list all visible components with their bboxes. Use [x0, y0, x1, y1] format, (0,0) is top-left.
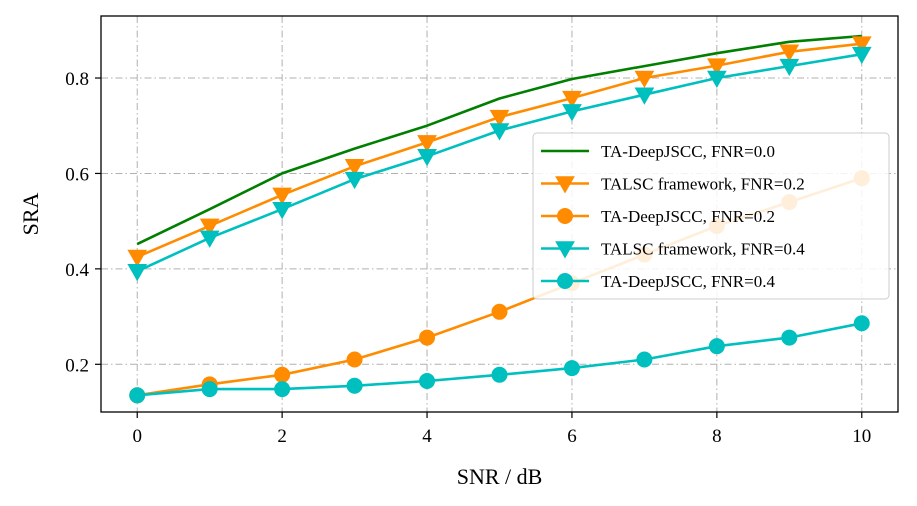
legend-entry-2: TA-DeepJSCC, FNR=0.2: [541, 207, 775, 226]
legend: TA-DeepJSCC, FNR=0.0 TALSC framework, FNR…: [532, 132, 890, 300]
data-point: [199, 230, 220, 248]
data-point: [636, 351, 653, 368]
data-point: [274, 366, 291, 383]
data-point: [489, 123, 510, 141]
x-tick-label: 6: [567, 426, 577, 447]
series-line: [137, 322, 863, 397]
legend-label: TA-DeepJSCC, FNR=0.4: [601, 272, 775, 291]
data-point: [417, 149, 437, 167]
data-point: [851, 36, 872, 54]
data-point: [272, 201, 292, 220]
data-point: [272, 187, 292, 205]
data-point: [127, 264, 148, 282]
tick-marks: [95, 77, 863, 418]
grid: [101, 16, 898, 412]
data-point: [634, 70, 655, 89]
legend-marker: [557, 208, 573, 224]
data-point: [344, 159, 365, 177]
legend-label: TALSC framework, FNR=0.2: [601, 175, 805, 194]
data-point: [562, 104, 582, 122]
legend-label: TA-DeepJSCC, FNR=0.2: [601, 207, 775, 226]
data-point: [274, 381, 291, 398]
data-point: [419, 372, 436, 389]
data-point: [346, 377, 363, 394]
x-tick-label: 2: [277, 426, 287, 447]
data-point: [853, 315, 870, 332]
data-point: [563, 360, 580, 377]
series-1: [127, 36, 872, 267]
legend-marker: [555, 176, 575, 194]
y-tick-label: 0.4: [65, 260, 89, 281]
data-point: [491, 366, 508, 383]
x-tick-label: 4: [422, 426, 432, 447]
legend-label: TALSC framework, FNR=0.4: [601, 240, 805, 259]
data-point: [708, 338, 725, 355]
legend-marker: [555, 241, 575, 259]
data-point: [779, 44, 800, 62]
x-tick-label: 8: [712, 426, 722, 447]
y-tick-label: 0.2: [65, 355, 89, 376]
data-point: [129, 387, 146, 404]
data-point: [707, 58, 727, 76]
plot-frame: [100, 15, 899, 413]
data-point: [201, 381, 218, 398]
legend-label: TA-DeepJSCC, FNR=0.0: [601, 142, 775, 161]
data-point: [417, 135, 437, 153]
data-point: [489, 109, 510, 128]
data-point: [419, 329, 436, 346]
x-tick-label: 0: [132, 426, 142, 447]
legend-box: [532, 132, 890, 300]
data-point: [199, 218, 220, 236]
data-point: [779, 58, 800, 77]
x-axis-label: SNR / dB: [457, 464, 543, 489]
x-tick-labels: 0 2 4 6 8 10: [132, 426, 871, 447]
legend-marker: [557, 273, 573, 289]
data-point: [634, 87, 655, 105]
y-tick-label: 0.8: [65, 69, 89, 90]
data-point: [344, 171, 365, 190]
data-point: [491, 303, 508, 320]
series-0: [136, 34, 862, 246]
data-point: [707, 70, 727, 89]
y-tick-labels: 0.2 0.4 0.6 0.8: [65, 69, 89, 376]
legend-entry-4: TA-DeepJSCC, FNR=0.4: [541, 272, 775, 291]
y-tick-label: 0.6: [65, 164, 89, 185]
legend-entry-1: TALSC framework, FNR=0.2: [541, 175, 805, 194]
series-3: [127, 46, 872, 282]
series-4: [129, 315, 870, 404]
data-point: [127, 249, 148, 267]
legend-entries: TA-DeepJSCC, FNR=0.0 TALSC framework, FNR…: [541, 142, 805, 291]
data-point: [562, 90, 582, 109]
legend-entry-3: TALSC framework, FNR=0.4: [541, 240, 805, 259]
x-tick-label: 10: [852, 426, 871, 447]
data-point: [781, 329, 798, 346]
series-line: [136, 34, 862, 246]
data-point: [346, 351, 363, 368]
legend-entry-0: TA-DeepJSCC, FNR=0.0: [541, 142, 775, 161]
data-point: [851, 46, 872, 65]
y-axis-label: SRA: [18, 192, 43, 235]
